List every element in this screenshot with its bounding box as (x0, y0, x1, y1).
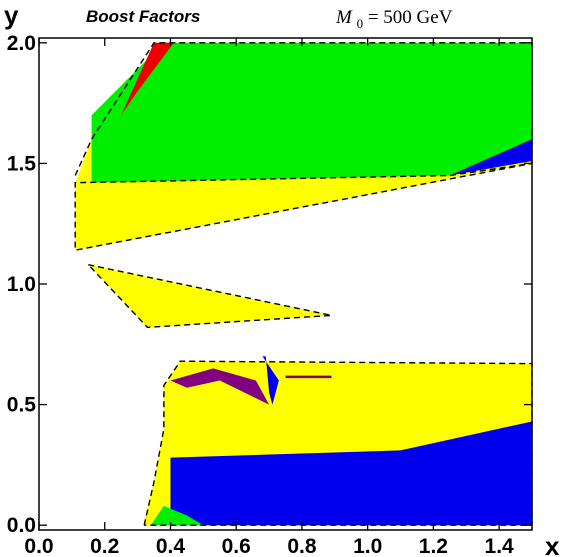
x-tick-label: 0.6 (222, 535, 251, 557)
boundary-1 (87, 264, 332, 329)
x-axis-label: x (545, 531, 560, 557)
region-green-1 (91, 42, 532, 183)
ticks-layer: 0.0 0.2 0.4 0.6 0.8 1.0 1.2 1.4 0.0 0.5 1.0 1.5 2.0 (7, 32, 532, 557)
x-tick-label: 0.0 (24, 535, 53, 557)
region-blue-3 (449, 139, 532, 176)
x-tick-label: 0.2 (90, 535, 119, 557)
y-tick-label: 0.5 (7, 394, 37, 417)
y-tick-label: 1.5 (7, 152, 37, 175)
region-purple-10 (285, 375, 332, 379)
region-red-2 (121, 42, 174, 116)
x-tick-label: 0.8 (287, 535, 317, 557)
y-tick-label: 2.0 (7, 32, 36, 55)
annotation-symbol: M (335, 7, 353, 28)
x-tick-label: 1.4 (485, 535, 515, 557)
regions-layer (75, 42, 532, 526)
annotation-text: = 500 GeV (368, 7, 453, 28)
y-tick-label: 1.0 (7, 273, 36, 296)
boundary-2 (143, 360, 533, 526)
region-purple-8 (170, 368, 276, 417)
region-blue-6 (170, 421, 532, 526)
region-yellow-4 (88, 264, 332, 328)
chart-title: Boost Factors (86, 7, 200, 26)
annotation: M 0 = 500 GeV (335, 7, 453, 33)
region-green-7 (150, 505, 204, 526)
x-tick-label: 1.2 (419, 535, 448, 557)
region-blue-9 (262, 356, 279, 405)
y-axis-label: y (4, 0, 19, 30)
y-tick-label: 0.0 (7, 514, 36, 537)
x-tick-label: 1.0 (353, 535, 382, 557)
x-tick-label: 0.4 (156, 535, 186, 557)
annotation-subscript: 0 (357, 16, 364, 31)
